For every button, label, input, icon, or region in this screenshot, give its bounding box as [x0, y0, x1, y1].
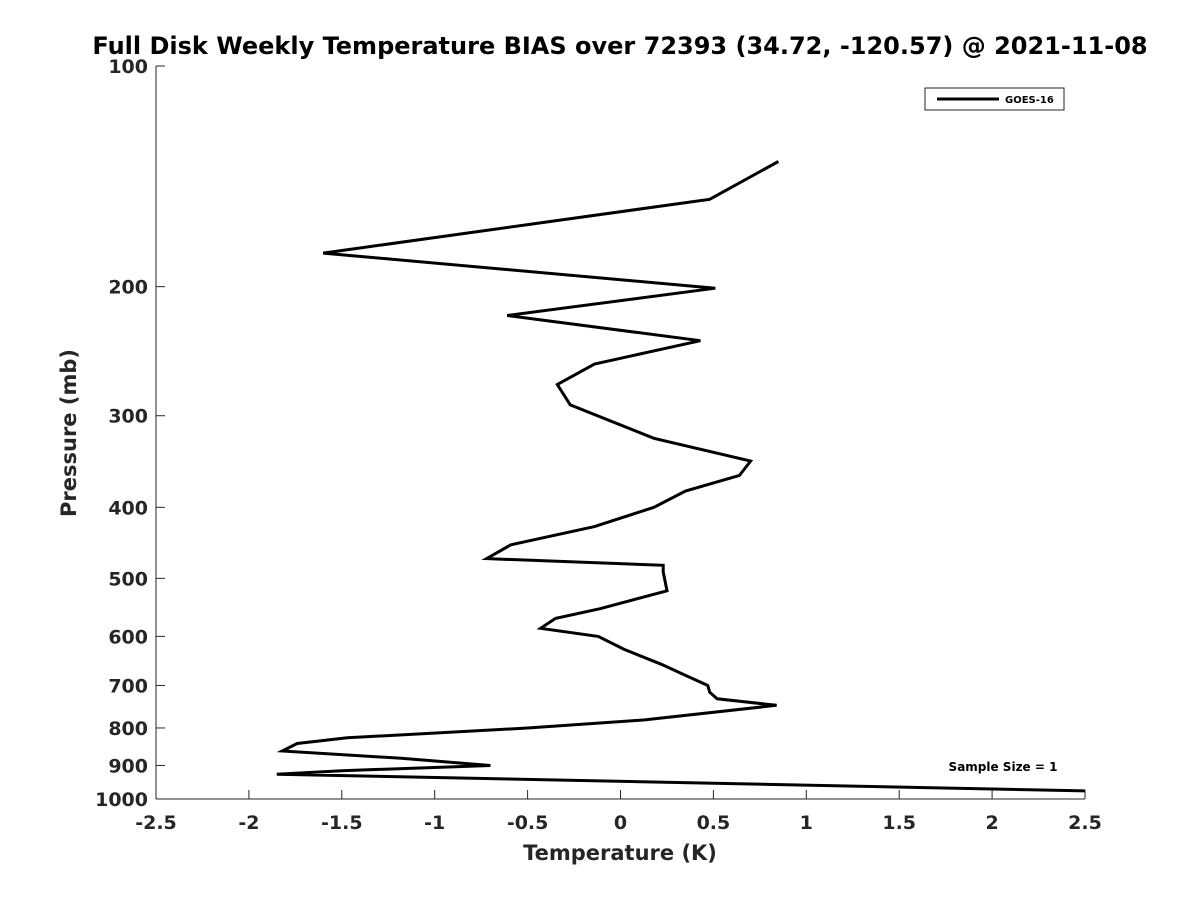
y-tick-label: 1000 [95, 789, 148, 811]
x-tick-label: 0.5 [697, 812, 731, 834]
x-tick-label: -0.5 [507, 812, 549, 834]
y-tick-label: 700 [108, 675, 148, 697]
y-tick-label: 900 [108, 755, 148, 777]
series-line-goes-16 [276, 160, 1086, 793]
x-tick-label: -1.5 [321, 812, 363, 834]
y-tick-label: 400 [108, 497, 148, 519]
x-tick-label: 1.5 [882, 812, 916, 834]
y-tick-label: 800 [108, 718, 148, 740]
y-tick-label: 300 [108, 406, 148, 428]
sample-size-annotation: Sample Size = 1 [949, 760, 1058, 774]
chart-title: Full Disk Weekly Temperature BIAS over 7… [92, 32, 1147, 60]
plot-area [156, 66, 1085, 799]
y-tick-label: 600 [108, 626, 148, 648]
x-axis-ticks: -2.5 -2 -1.5 -1 -0.5 0 0.5 1 1.5 2 2.5 [135, 790, 1102, 834]
x-tick-label: 1 [800, 812, 813, 834]
y-axis-label: Pressure (mb) [57, 349, 81, 517]
legend: GOES-16 [924, 87, 1065, 111]
y-axis-ticks: 100 200 300 400 500 600 700 800 900 1000 [95, 56, 165, 811]
y-tick-label: 500 [108, 568, 148, 590]
series-layer [276, 160, 1086, 793]
x-tick-label: -1 [424, 812, 445, 834]
x-tick-label: 0 [614, 812, 627, 834]
y-tick-label: 100 [108, 56, 148, 78]
x-tick-label: 2 [985, 812, 998, 834]
legend-label-goes-16: GOES-16 [1005, 95, 1054, 106]
x-axis-label: Temperature (K) [523, 841, 717, 865]
x-tick-label: -2 [238, 812, 259, 834]
x-tick-label: 2.5 [1068, 812, 1102, 834]
x-tick-label: -2.5 [135, 812, 177, 834]
y-tick-label: 200 [108, 277, 148, 299]
